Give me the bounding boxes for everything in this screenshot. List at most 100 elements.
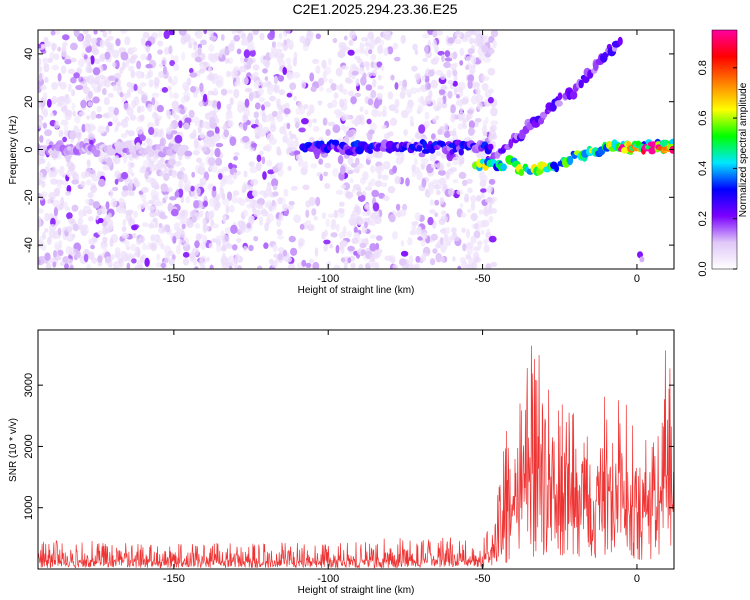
noise-blob bbox=[142, 222, 149, 228]
noise-blob bbox=[256, 265, 263, 269]
noise-blob bbox=[309, 72, 315, 82]
noise-blob bbox=[108, 30, 112, 35]
noise-blob bbox=[237, 265, 242, 269]
noise-blob bbox=[392, 231, 398, 240]
noise-blob bbox=[91, 257, 98, 264]
noise-blob bbox=[414, 132, 422, 139]
noise-blob bbox=[163, 167, 169, 173]
noise-blob bbox=[302, 184, 310, 191]
noise-blob bbox=[405, 177, 410, 187]
noise-blob bbox=[488, 178, 496, 185]
noise-blob bbox=[488, 235, 497, 243]
noise-blob bbox=[434, 199, 440, 206]
noise-blob bbox=[298, 127, 306, 133]
noise-blob bbox=[362, 171, 369, 181]
noise-blob bbox=[228, 162, 233, 170]
noise-blob bbox=[148, 199, 155, 205]
noise-blob bbox=[467, 48, 475, 55]
noise-blob bbox=[346, 78, 354, 84]
noise-blob bbox=[167, 85, 172, 92]
noise-blob bbox=[331, 99, 338, 108]
noise-blob bbox=[388, 214, 396, 223]
noise-blob bbox=[227, 89, 233, 94]
noise-blob bbox=[64, 262, 69, 269]
noise-blob bbox=[138, 264, 144, 269]
noise-blob bbox=[300, 80, 307, 89]
noise-blob bbox=[408, 255, 414, 265]
noise-blob bbox=[233, 151, 240, 157]
noise-blob bbox=[268, 203, 273, 212]
noise-blob bbox=[381, 110, 387, 117]
noise-blob bbox=[186, 77, 192, 86]
noise-blob bbox=[181, 223, 186, 230]
noise-blob bbox=[87, 133, 96, 140]
noise-blob bbox=[57, 227, 62, 236]
snr-x-tick-label: 0 bbox=[634, 573, 640, 585]
noise-blob bbox=[38, 208, 44, 214]
noise-blob bbox=[133, 96, 140, 106]
noise-blob bbox=[226, 191, 233, 201]
noise-blob bbox=[284, 102, 290, 110]
noise-blob bbox=[441, 210, 447, 216]
colorbar-tick-label: 0.4 bbox=[697, 161, 709, 176]
noise-blob bbox=[96, 106, 102, 113]
noise-blob bbox=[249, 49, 256, 57]
noise-blob bbox=[345, 191, 354, 199]
noise-blob bbox=[288, 146, 293, 154]
noise-blob bbox=[462, 243, 467, 252]
noise-blob bbox=[159, 170, 165, 177]
snr-panel: -150 -100 -50 0 1000 2000 3000 Height of strai… bbox=[8, 329, 675, 596]
noise-blob bbox=[479, 171, 486, 181]
noise-blob bbox=[178, 120, 183, 129]
noise-blob bbox=[310, 163, 318, 169]
noise-blob bbox=[278, 89, 286, 96]
noise-blob bbox=[70, 76, 77, 84]
noise-blob bbox=[208, 242, 213, 249]
noise-blob bbox=[429, 153, 437, 162]
noise-blob bbox=[343, 35, 348, 41]
noise-blob bbox=[490, 30, 499, 38]
noise-blob bbox=[277, 235, 284, 240]
noise-blob bbox=[243, 49, 251, 59]
noise-blob bbox=[287, 39, 294, 50]
noise-blob bbox=[194, 240, 200, 249]
noise-blob bbox=[44, 40, 52, 48]
band-blob bbox=[539, 111, 548, 119]
noise-blob bbox=[136, 238, 144, 243]
noise-blob bbox=[88, 216, 94, 222]
noise-blob bbox=[103, 97, 110, 106]
noise-blob bbox=[265, 115, 270, 123]
noise-blob bbox=[446, 162, 451, 168]
noise-blob bbox=[244, 87, 253, 93]
noise-blob bbox=[237, 100, 245, 110]
noise-blob bbox=[432, 39, 437, 49]
noise-blob bbox=[389, 117, 398, 126]
noise-blob bbox=[488, 205, 493, 215]
noise-blob bbox=[267, 85, 274, 95]
noise-blob bbox=[312, 58, 320, 65]
noise-blob bbox=[377, 85, 384, 90]
spectrogram-ticks: -150 -100 -50 0 -40 -20 0 20 40 bbox=[23, 30, 674, 285]
noise-blob bbox=[276, 114, 284, 123]
noise-blob bbox=[109, 189, 114, 199]
noise-blob bbox=[90, 110, 97, 120]
noise-blob bbox=[51, 166, 57, 173]
noise-blob bbox=[292, 71, 301, 79]
noise-blob bbox=[121, 61, 126, 71]
noise-blob bbox=[180, 215, 188, 224]
noise-blob bbox=[374, 215, 382, 225]
noise-blob bbox=[383, 195, 390, 202]
noise-blob bbox=[248, 161, 255, 167]
noise-blob bbox=[178, 30, 187, 36]
colorbar-label: Normalized spectral amplitude bbox=[738, 82, 749, 217]
noise-blob bbox=[263, 101, 271, 108]
noise-blob bbox=[278, 60, 286, 67]
noise-blob bbox=[54, 120, 60, 129]
noise-blob bbox=[470, 195, 477, 203]
noise-blob bbox=[489, 129, 497, 139]
noise-blob bbox=[314, 247, 319, 257]
noise-blob bbox=[102, 236, 108, 243]
noise-blob bbox=[121, 226, 127, 232]
noise-blob bbox=[400, 240, 405, 247]
